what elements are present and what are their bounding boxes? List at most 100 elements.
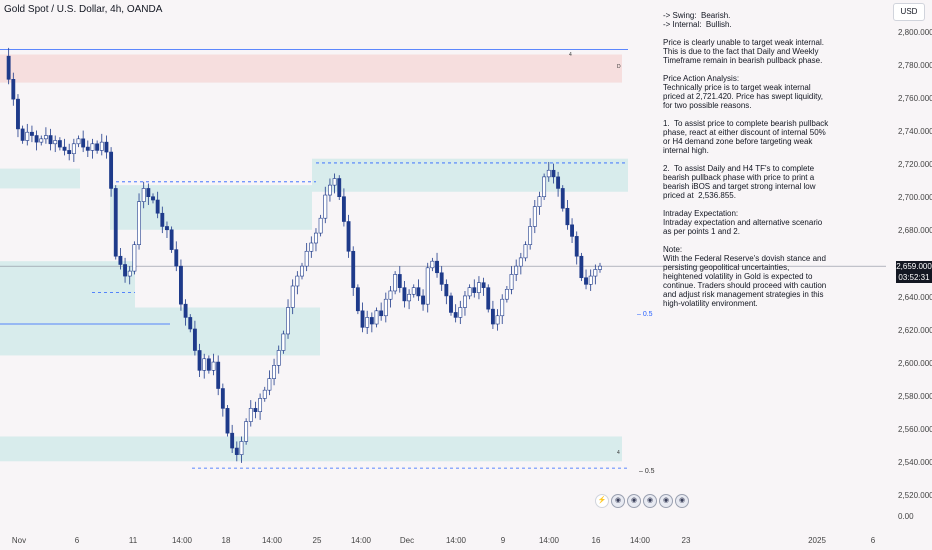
fib-half-label: – 0.5 — [639, 468, 655, 475]
time-tick-label: 23 — [681, 536, 691, 545]
chart-area[interactable] — [0, 0, 886, 528]
candle — [113, 185, 118, 260]
candle-body — [379, 310, 384, 317]
candle-body — [99, 141, 104, 151]
candle-body — [123, 264, 127, 277]
candle-body — [220, 388, 225, 409]
candle — [48, 128, 53, 151]
candle — [393, 271, 398, 295]
us-flag-icon[interactable]: ◉ — [611, 494, 625, 508]
candle-body — [560, 188, 565, 209]
candle-body — [155, 199, 160, 214]
candle-body — [435, 260, 439, 274]
candle — [360, 302, 365, 333]
time-tick-label: 14:00 — [350, 536, 372, 545]
candle-body — [500, 298, 505, 317]
candle-body — [234, 447, 239, 455]
candle-body — [81, 138, 86, 148]
candle-body — [355, 287, 360, 312]
candle-body — [174, 249, 179, 267]
candle-body — [62, 146, 67, 151]
price-tick-label: 0.00 — [898, 512, 914, 521]
candle-body — [365, 317, 370, 328]
candle-body — [463, 295, 467, 308]
candle-body — [43, 135, 48, 140]
us-flag-icon[interactable]: ◉ — [675, 494, 689, 508]
candle — [151, 193, 155, 204]
candle-body — [546, 169, 551, 178]
candle — [425, 262, 430, 313]
candle — [584, 269, 588, 290]
candle — [81, 130, 86, 153]
candle — [197, 343, 202, 377]
candle — [314, 228, 318, 252]
candle-body — [113, 188, 118, 257]
candle — [328, 178, 332, 202]
candle-body — [179, 265, 183, 305]
candle — [118, 247, 123, 270]
candle — [411, 284, 416, 298]
candle — [160, 206, 165, 234]
candle — [272, 358, 276, 386]
candle — [90, 138, 95, 159]
candle-body — [542, 176, 547, 198]
time-tick-label: 6 — [870, 536, 876, 545]
candle — [556, 171, 561, 197]
time-tick-label: 14:00 — [445, 536, 467, 545]
lightning-icon[interactable]: ⚡ — [595, 494, 609, 508]
candle-body — [518, 257, 523, 267]
candle — [234, 441, 239, 462]
candle — [192, 320, 197, 356]
candle-body — [281, 333, 286, 351]
time-tick-label: 18 — [221, 536, 231, 545]
candle — [286, 299, 290, 339]
candle — [281, 330, 286, 354]
candle — [565, 200, 570, 230]
candle-body — [495, 315, 500, 325]
candle-body — [104, 141, 109, 153]
candlestick-chart[interactable] — [0, 0, 886, 528]
candle-body — [160, 212, 165, 227]
candle — [67, 143, 72, 161]
candle — [351, 246, 356, 296]
candle-body — [477, 282, 481, 293]
candle — [71, 138, 76, 162]
candle — [309, 236, 314, 258]
candle-body — [397, 274, 402, 288]
candle — [542, 173, 547, 201]
price-tick-label: 2,780.000 — [898, 61, 932, 71]
demand-zone — [0, 307, 320, 356]
us-flag-icon[interactable]: ◉ — [627, 494, 641, 508]
candle-body — [132, 244, 137, 272]
candle — [85, 140, 90, 158]
candle — [472, 279, 477, 298]
candle-body — [421, 295, 425, 305]
candle-body — [272, 365, 276, 379]
candle-body — [374, 310, 379, 325]
us-flag-icon[interactable]: ◉ — [659, 494, 673, 508]
candle-body — [351, 250, 356, 288]
candle-body — [346, 221, 351, 252]
candle — [346, 214, 351, 258]
candle-body — [304, 250, 309, 267]
candle-body — [30, 131, 34, 136]
candle — [593, 264, 598, 285]
candle — [463, 290, 467, 316]
candle-body — [430, 260, 435, 269]
candle-body — [262, 389, 267, 399]
us-flag-icon[interactable]: ◉ — [643, 494, 657, 508]
candle-body — [407, 293, 412, 302]
candle-body — [202, 358, 207, 371]
price-tick-label: 2,760.000 — [898, 94, 932, 104]
candle-body — [230, 432, 235, 449]
candle — [323, 186, 328, 224]
candle — [155, 191, 160, 219]
candle — [477, 276, 481, 300]
candle-body — [425, 267, 430, 305]
candle-body — [570, 224, 574, 237]
candle-body — [528, 226, 533, 245]
time-tick-label: 16 — [591, 536, 601, 545]
bar-countdown: 03:52:31 — [898, 273, 930, 282]
currency-button[interactable]: USD — [893, 3, 925, 21]
candle — [537, 191, 542, 215]
